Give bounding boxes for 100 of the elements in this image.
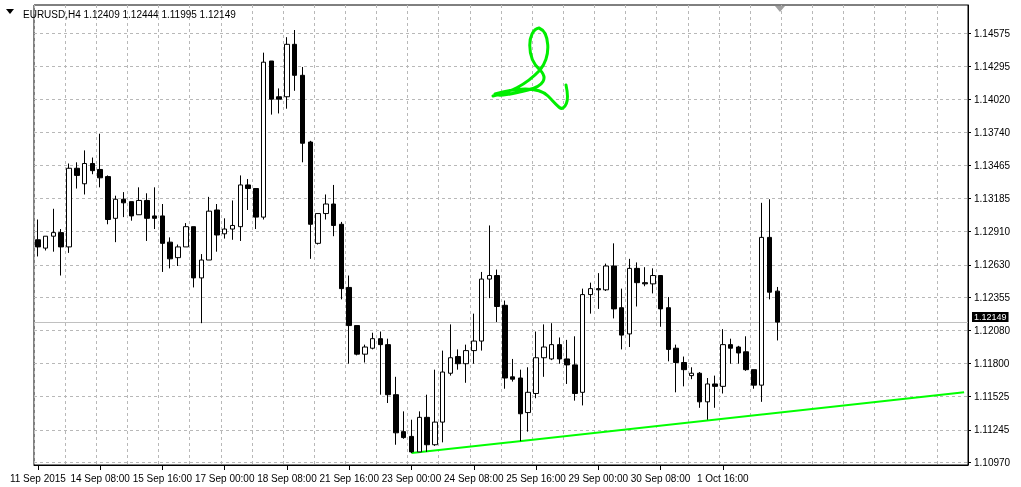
x-tick-label: 29 Sep 00:00	[568, 472, 629, 484]
candlestick	[261, 52, 266, 221]
y-tick-label: 1.11800	[974, 358, 1010, 370]
y-tick-label: 1.13740	[974, 127, 1011, 139]
x-tick-label: 14 Sep 08:00	[70, 472, 131, 484]
candlestick	[759, 202, 764, 403]
candlestick	[66, 163, 72, 254]
ref-line-label: 1.12149	[974, 312, 1007, 323]
candlestick	[245, 178, 251, 211]
candlestick	[634, 261, 640, 307]
candlestick	[74, 161, 80, 190]
x-tick-label: 21 Sep 16:00	[319, 472, 380, 484]
candlestick	[440, 350, 445, 443]
candlestick	[619, 288, 624, 350]
candlestick	[362, 344, 368, 364]
candlestick	[269, 60, 274, 116]
candlestick	[238, 174, 243, 242]
candlestick	[681, 356, 687, 387]
candlestick	[308, 140, 313, 260]
candlestick	[144, 192, 150, 242]
candlestick	[549, 322, 554, 361]
candlestick	[463, 344, 469, 384]
candlestick	[533, 331, 539, 399]
y-tick-label: 1.12910	[974, 225, 1011, 237]
candlestick	[43, 235, 48, 251]
candlestick	[728, 338, 733, 365]
y-tick-label: 1.11245	[974, 424, 1010, 436]
candlestick	[385, 338, 391, 404]
candlestick	[642, 266, 648, 287]
y-tick-label: 1.12355	[974, 292, 1011, 304]
candlestick	[230, 199, 235, 241]
candlestick	[276, 87, 282, 114]
candlestick	[175, 244, 181, 267]
candlestick	[596, 272, 601, 310]
candlestick	[51, 208, 56, 253]
candlestick	[432, 369, 438, 447]
x-tick-label: 24 Sep 08:00	[444, 472, 504, 484]
y-tick-label: 1.11525	[974, 390, 1010, 402]
candlestick	[541, 323, 547, 378]
candlestick	[167, 236, 173, 269]
candlestick	[339, 221, 344, 300]
candlestick	[611, 242, 617, 319]
candlestick	[284, 36, 290, 110]
candlestick	[650, 267, 656, 294]
candlestick	[494, 269, 500, 323]
candlestick	[572, 335, 578, 402]
candlestick	[673, 344, 679, 393]
candlestick	[378, 331, 383, 396]
candlestick	[354, 325, 360, 356]
x-tick-label: 17 Sep 00:00	[194, 472, 255, 484]
y-tick-label: 1.14295	[974, 60, 1011, 72]
candlestick	[292, 29, 297, 92]
candlestick	[658, 275, 663, 328]
candlestick	[502, 300, 508, 390]
y-tick-label: 1.10970	[974, 457, 1011, 469]
candlestick	[689, 366, 694, 380]
candlestick	[323, 193, 329, 221]
candlestick	[97, 133, 103, 188]
candlestick	[393, 376, 399, 446]
candlestick	[199, 253, 204, 324]
candlestick	[82, 149, 87, 195]
candlestick	[627, 258, 632, 348]
candlestick	[113, 195, 118, 243]
candlestick	[487, 224, 492, 299]
candlestick	[191, 226, 196, 288]
candlestick	[90, 157, 95, 175]
candlestick	[409, 419, 414, 454]
candlestick	[767, 198, 772, 300]
candlestick	[588, 282, 593, 315]
candlestick	[160, 203, 165, 273]
candlestick	[743, 335, 749, 372]
candlestick	[214, 203, 220, 253]
chart-title: EURUSD,H4 1.12409 1.12444 1.11995 1.12149	[23, 8, 237, 20]
x-tick-label: 15 Sep 16:00	[132, 472, 193, 484]
candlestick	[751, 369, 757, 390]
candlestick	[315, 213, 321, 246]
candlestick	[58, 228, 64, 277]
candlestick	[121, 191, 126, 218]
y-tick-label: 1.12630	[974, 259, 1011, 271]
candlestick	[129, 201, 134, 222]
y-tick-label: 1.14575	[974, 27, 1011, 39]
x-tick-label: 11 Sep 2015	[9, 472, 67, 484]
candlestick	[603, 263, 609, 292]
candlestick	[525, 366, 531, 433]
x-tick-label: 18 Sep 08:00	[257, 472, 318, 484]
candlestick	[206, 196, 212, 261]
candlestick	[666, 296, 671, 362]
candlestick	[455, 348, 461, 371]
candlestick	[518, 369, 523, 442]
y-tick-label: 1.12080	[974, 324, 1011, 336]
y-tick-label: 1.13185	[974, 193, 1011, 205]
candlestick	[424, 394, 430, 453]
candlestick	[712, 375, 718, 409]
candlestick	[183, 222, 189, 248]
x-tick-label: 23 Sep 00:00	[381, 472, 442, 484]
candlestick	[136, 186, 142, 216]
candlestick	[346, 275, 352, 365]
y-tick-label: 1.13465	[974, 159, 1011, 171]
candlestick	[510, 358, 515, 383]
candlestick	[222, 217, 227, 240]
